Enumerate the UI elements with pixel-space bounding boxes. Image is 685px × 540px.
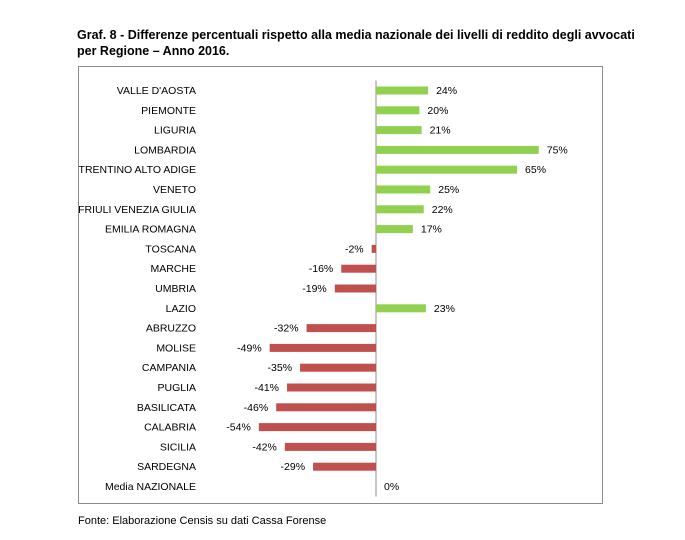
bar [376, 165, 518, 174]
data-label: -32% [274, 323, 299, 335]
category-label: VALLE D'AOSTA [117, 85, 196, 97]
category-label: TOSCANA [145, 243, 196, 255]
data-label: -19% [302, 283, 327, 295]
category-label: CAMPANIA [142, 362, 196, 374]
bar [284, 442, 376, 451]
data-label: -2% [345, 243, 364, 255]
category-label: ABRUZZO [146, 323, 196, 335]
bar [334, 284, 376, 293]
category-label: VENETO [153, 184, 196, 196]
data-label: 65% [525, 164, 546, 176]
bar [376, 145, 539, 154]
category-label: PIEMONTE [141, 105, 196, 117]
data-label: 75% [547, 144, 568, 156]
data-label: -42% [252, 441, 277, 453]
category-label: LAZIO [166, 303, 196, 315]
data-label: 20% [427, 105, 448, 117]
category-label: TRENTINO ALTO ADIGE [79, 164, 196, 176]
data-label: 22% [432, 204, 453, 216]
category-label: MOLISE [156, 342, 196, 354]
data-label: 25% [438, 184, 459, 196]
category-label: FRIULI VENEZIA GIULIA [78, 204, 196, 216]
category-label: LIGURIA [154, 125, 196, 137]
data-label: -16% [309, 263, 334, 275]
bar [376, 304, 426, 313]
bar [258, 423, 376, 432]
category-label: Media NAZIONALE [105, 481, 196, 493]
data-label: 21% [430, 125, 451, 137]
data-label: -54% [226, 422, 251, 434]
bar [376, 126, 422, 135]
bar [306, 324, 376, 333]
chart-frame [78, 66, 603, 504]
bar [313, 462, 376, 471]
bar [376, 106, 420, 115]
bar [376, 86, 429, 95]
bar [376, 205, 424, 214]
bar [371, 244, 376, 253]
bar [341, 264, 376, 273]
bar [376, 185, 431, 194]
bar [269, 343, 376, 352]
bar [300, 363, 376, 372]
data-label: -41% [255, 382, 280, 394]
data-label: 17% [421, 224, 442, 236]
data-label: -46% [244, 402, 269, 414]
bar [276, 403, 376, 412]
bar [376, 225, 413, 234]
data-label: -29% [281, 461, 306, 473]
source-note: Fonte: Elaborazione Censis su dati Cassa… [78, 515, 327, 527]
category-label: CALABRIA [144, 422, 196, 434]
data-label: -49% [237, 342, 262, 354]
data-label: 24% [436, 85, 457, 97]
category-label: MARCHE [150, 263, 196, 275]
category-label: PUGLIA [157, 382, 196, 394]
category-label: EMILIA ROMAGNA [105, 224, 196, 236]
chart-title: Graf. 8 - Differenze percentuali rispett… [77, 28, 635, 58]
category-label: SICILIA [160, 441, 196, 453]
data-label: 0% [384, 481, 399, 493]
category-label: SARDEGNA [137, 461, 196, 473]
category-label: LOMBARDIA [134, 144, 196, 156]
data-label: -35% [268, 362, 293, 374]
bar [287, 383, 376, 392]
data-label: 23% [434, 303, 455, 315]
category-label: BASILICATA [137, 402, 196, 414]
category-label: UMBRIA [155, 283, 196, 295]
